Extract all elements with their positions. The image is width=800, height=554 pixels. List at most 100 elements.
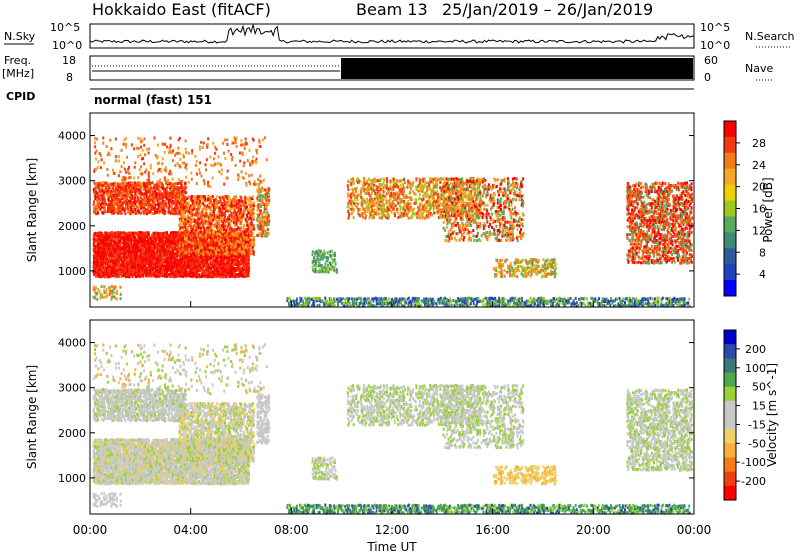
power-cell (363, 176, 366, 180)
power-cell (242, 226, 245, 230)
power-cell (245, 252, 248, 256)
power-cell (98, 258, 101, 262)
power-cell (98, 262, 101, 266)
power-cell (144, 260, 147, 264)
power-cell (105, 243, 108, 247)
power-cell (243, 264, 246, 268)
power-cell (94, 192, 97, 196)
power-cell (128, 256, 131, 260)
power-cell (184, 274, 187, 278)
power-cell (237, 252, 240, 256)
power-cell (155, 258, 158, 262)
power-cell (205, 211, 208, 215)
power-cell (219, 267, 222, 270)
power-cell (107, 261, 110, 265)
power-cell (166, 258, 169, 262)
beam-label: Beam 13 (356, 0, 428, 19)
power-cell (115, 250, 118, 254)
power-cell (147, 248, 149, 252)
power-cell (377, 207, 380, 211)
power-cell (118, 210, 121, 214)
power-cell (124, 253, 127, 257)
power-cell (231, 260, 234, 264)
power-cell (105, 234, 108, 238)
power-cell (219, 268, 222, 272)
power-cell (354, 201, 357, 205)
power-cell (318, 261, 321, 265)
power-cell (100, 186, 103, 190)
power-cell (169, 266, 172, 270)
power-cell (184, 191, 187, 195)
power-cell (231, 262, 234, 266)
power-cell (102, 184, 104, 187)
power-cell (124, 212, 127, 216)
power-cell (324, 262, 327, 266)
power-cell (112, 254, 115, 258)
power-cell (135, 251, 137, 255)
power-cell (396, 207, 399, 211)
power-cell (402, 183, 404, 187)
power-cell (132, 189, 135, 193)
power-cell (100, 194, 103, 198)
power-cell (109, 209, 111, 213)
power-cell (155, 233, 158, 237)
power-cell (174, 233, 177, 237)
power-cell (240, 274, 243, 278)
power-cell (97, 231, 100, 235)
power-cell (195, 256, 198, 260)
power-cell (120, 203, 123, 207)
power-cell (108, 186, 111, 189)
power-cell (127, 207, 130, 211)
power-cell (128, 185, 131, 189)
power-cell (226, 268, 229, 272)
power-cell (253, 235, 256, 239)
power-cell (230, 267, 233, 271)
power-cell (170, 205, 173, 209)
power-cell (97, 261, 100, 264)
power-cell (120, 207, 123, 211)
power-cell (346, 184, 349, 188)
power-cell (124, 235, 127, 239)
power-cell (118, 246, 121, 249)
power-cell (124, 198, 127, 202)
power-cell (156, 244, 158, 248)
power-cell (379, 177, 382, 181)
power-cell (135, 240, 138, 244)
power-cell (124, 232, 127, 235)
power-cell (373, 208, 376, 212)
power-cell (193, 255, 196, 259)
power-cell (99, 181, 102, 185)
power-cell (166, 254, 169, 258)
power-cell (135, 211, 138, 215)
power-cell (206, 256, 209, 260)
power-cell (132, 245, 135, 249)
power-cell (261, 186, 264, 190)
power-cell (314, 267, 317, 271)
power-cell (221, 267, 223, 270)
power-cell (396, 179, 399, 183)
power-cell (347, 179, 350, 183)
power-cell (96, 191, 99, 195)
power-cell (194, 254, 197, 258)
power-cell (145, 244, 148, 248)
power-cell (156, 231, 158, 235)
power-cell (141, 270, 144, 274)
power-cell (185, 186, 188, 190)
power-cell (187, 219, 190, 223)
power-cell (107, 197, 110, 201)
power-cell (162, 231, 165, 235)
power-cell (98, 193, 101, 197)
power-cell (164, 247, 167, 251)
power-cell (215, 264, 218, 268)
power-cell (116, 260, 119, 264)
power-cell (148, 272, 151, 276)
power-cell (188, 264, 190, 268)
power-cell (173, 235, 175, 239)
power-cell (144, 238, 147, 242)
power-cell (158, 245, 160, 249)
power-cell (123, 195, 126, 199)
power-cell (221, 252, 224, 256)
power-cell (311, 250, 314, 254)
power-cell (173, 252, 176, 256)
power-cell (159, 250, 162, 254)
